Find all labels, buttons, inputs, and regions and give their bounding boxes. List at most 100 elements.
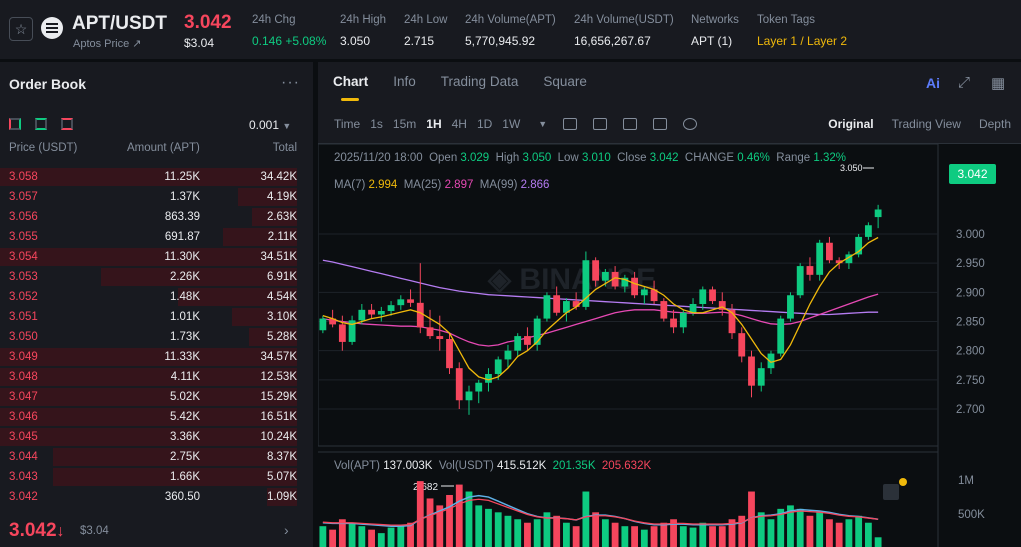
ask-row[interactable]: 3.046 5.42K 16.51K <box>0 407 313 427</box>
aptos-logo-icon <box>41 17 63 39</box>
tf-1h[interactable]: 1H <box>426 117 442 131</box>
chevron-right-icon[interactable]: › <box>284 522 289 538</box>
ask-row[interactable]: 3.058 11.25K 34.42K <box>0 167 313 187</box>
view-trading-view[interactable]: Trading View <box>891 117 961 131</box>
low-marker-label: 2.682 <box>413 482 438 493</box>
ask-total: 2.63K <box>266 211 297 223</box>
ask-row[interactable]: 3.042 360.50 1.09K <box>0 487 313 507</box>
ask-row[interactable]: 3.045 3.36K 10.24K <box>0 427 313 447</box>
volume-bar <box>524 522 531 547</box>
volume-bar <box>514 519 522 547</box>
volume-bar <box>348 522 356 547</box>
chart-view-selector: Original Trading View Depth <box>828 117 1011 131</box>
volume-bar <box>679 526 687 547</box>
ask-price: 3.056 <box>9 211 38 223</box>
ask-price: 3.057 <box>9 191 38 203</box>
volume-bar <box>358 526 366 547</box>
y-tick-label: 2.950 <box>956 258 985 270</box>
tab-trading-data[interactable]: Trading Data <box>440 74 519 89</box>
ask-total: 8.37K <box>266 451 297 463</box>
volume-bar <box>631 526 639 547</box>
ask-total: 16.51K <box>260 411 297 423</box>
chart-tabs: Chart Info Trading Data Square <box>333 74 587 101</box>
ask-price: 3.046 <box>9 411 38 423</box>
tab-chart[interactable]: Chart <box>333 74 369 101</box>
volume-bar <box>475 505 483 547</box>
favorite-star-icon[interactable]: ☆ <box>9 17 33 41</box>
indicator-icon[interactable] <box>593 118 608 130</box>
volume-bar <box>601 519 609 547</box>
layout-grid-icon[interactable]: ▦ <box>991 75 1006 92</box>
ask-row[interactable]: 3.055 691.87 2.11K <box>0 227 313 247</box>
stat-token-tags[interactable]: Token Tags Layer 1 / Layer 2 <box>757 14 848 48</box>
tf-time[interactable]: Time <box>334 117 361 131</box>
tf-more-chevron-icon[interactable]: ▼ <box>538 119 548 129</box>
ask-row[interactable]: 3.056 863.39 2.63K <box>0 207 313 227</box>
ask-row[interactable]: 3.052 1.48K 4.54K <box>0 287 313 307</box>
y-tick-label: 2.700 <box>956 404 985 416</box>
tf-1s[interactable]: 1s <box>370 117 383 131</box>
more-options-icon[interactable]: ··· <box>281 74 300 91</box>
volume-tick-label: 1M <box>958 475 974 487</box>
calendar-icon[interactable] <box>563 118 578 130</box>
ask-row[interactable]: 3.054 11.30K 34.51K <box>0 247 313 267</box>
view-both-icon[interactable] <box>9 118 21 130</box>
candle-body <box>485 374 492 383</box>
precision-select[interactable]: 0.001 ▼ <box>249 118 292 132</box>
settings-icon[interactable] <box>683 118 698 130</box>
ask-row[interactable]: 3.048 4.11K 12.53K <box>0 367 313 387</box>
tf-1w[interactable]: 1W <box>502 117 521 131</box>
ask-row[interactable]: 3.051 1.01K 3.10K <box>0 307 313 327</box>
depth-bar <box>0 348 297 366</box>
volume-bar <box>592 512 600 547</box>
order-book-panel: Order Book ··· 0.001 ▼ Price (USDT) Amou… <box>0 62 313 547</box>
ask-row[interactable]: 3.053 2.26K 6.91K <box>0 267 313 287</box>
ask-row[interactable]: 3.044 2.75K 8.37K <box>0 447 313 467</box>
candle-type-icon[interactable] <box>623 118 638 130</box>
candlestick-chart[interactable]: 3.000 2.950 2.900 2.850 2.800 2.750 2.700 ◈ BIN… <box>318 144 1021 547</box>
candle-body <box>738 333 746 357</box>
candle-body <box>679 312 687 328</box>
ask-amount: 11.30K <box>164 251 200 263</box>
ask-price: 3.048 <box>9 371 38 383</box>
depth-bar <box>249 328 297 346</box>
depth-bar <box>231 308 297 326</box>
tab-square[interactable]: Square <box>543 74 587 89</box>
volume-tick-label: 500K <box>958 509 985 521</box>
tf-1d[interactable]: 1D <box>476 117 493 131</box>
candle-body <box>524 336 531 345</box>
view-original[interactable]: Original <box>828 117 874 131</box>
tf-4h[interactable]: 4H <box>451 117 467 131</box>
ask-row[interactable]: 3.049 11.33K 34.57K <box>0 347 313 367</box>
stat-networks[interactable]: Networks APT (1) <box>691 14 739 48</box>
ask-row[interactable]: 3.050 1.73K 5.28K <box>0 327 313 347</box>
volume-bar <box>338 519 346 547</box>
depth-bar <box>267 488 297 506</box>
ai-assistant-button[interactable]: Ai <box>926 75 940 91</box>
view-asks-icon[interactable] <box>61 118 73 130</box>
pair-symbol[interactable]: APT/USDT <box>72 13 167 34</box>
stat-24h-volume-usdt: 24h Volume(USDT) 16,656,267.67 <box>574 14 674 48</box>
y-tick-label: 2.800 <box>956 346 985 358</box>
ask-amount: 360.50 <box>164 491 200 503</box>
view-depth[interactable]: Depth <box>978 117 1011 131</box>
depth-bar <box>0 368 297 386</box>
ask-amount: 5.02K <box>169 391 200 403</box>
depth-bar <box>0 248 297 266</box>
col-amount-header: Amount (APT) <box>127 142 200 154</box>
ask-row[interactable]: 3.047 5.02K 15.29K <box>0 387 313 407</box>
expand-icon[interactable]: ⤢ <box>958 74 971 91</box>
tf-15m[interactable]: 15m <box>392 117 417 131</box>
candle-body <box>455 368 463 401</box>
view-bids-icon[interactable] <box>35 118 47 130</box>
drawing-tools-icon[interactable] <box>653 118 668 130</box>
volume-bar <box>874 537 882 547</box>
chart-toolbar: Time 1s 15m 1H 4H 1D 1W ▼ Original Tradi… <box>318 104 1021 144</box>
ask-row[interactable]: 3.057 1.37K 4.19K <box>0 187 313 207</box>
col-price-header: Price (USDT) <box>9 142 78 154</box>
depth-bar <box>53 448 297 466</box>
ask-row[interactable]: 3.043 1.66K 5.07K <box>0 467 313 487</box>
tab-info[interactable]: Info <box>393 74 416 89</box>
coin-info-link[interactable]: Aptos Price ↗ <box>73 38 142 50</box>
candle-body <box>592 260 600 281</box>
